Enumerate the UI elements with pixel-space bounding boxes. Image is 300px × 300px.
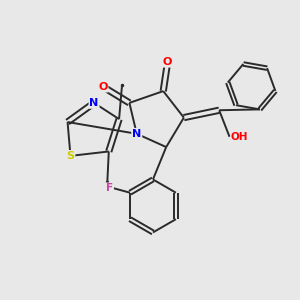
Text: F: F: [106, 183, 113, 193]
Text: N: N: [89, 98, 99, 108]
Text: O: O: [163, 57, 172, 67]
Text: OH: OH: [231, 132, 248, 142]
Text: O: O: [98, 82, 108, 92]
Text: N: N: [132, 129, 141, 139]
Text: S: S: [67, 151, 74, 161]
